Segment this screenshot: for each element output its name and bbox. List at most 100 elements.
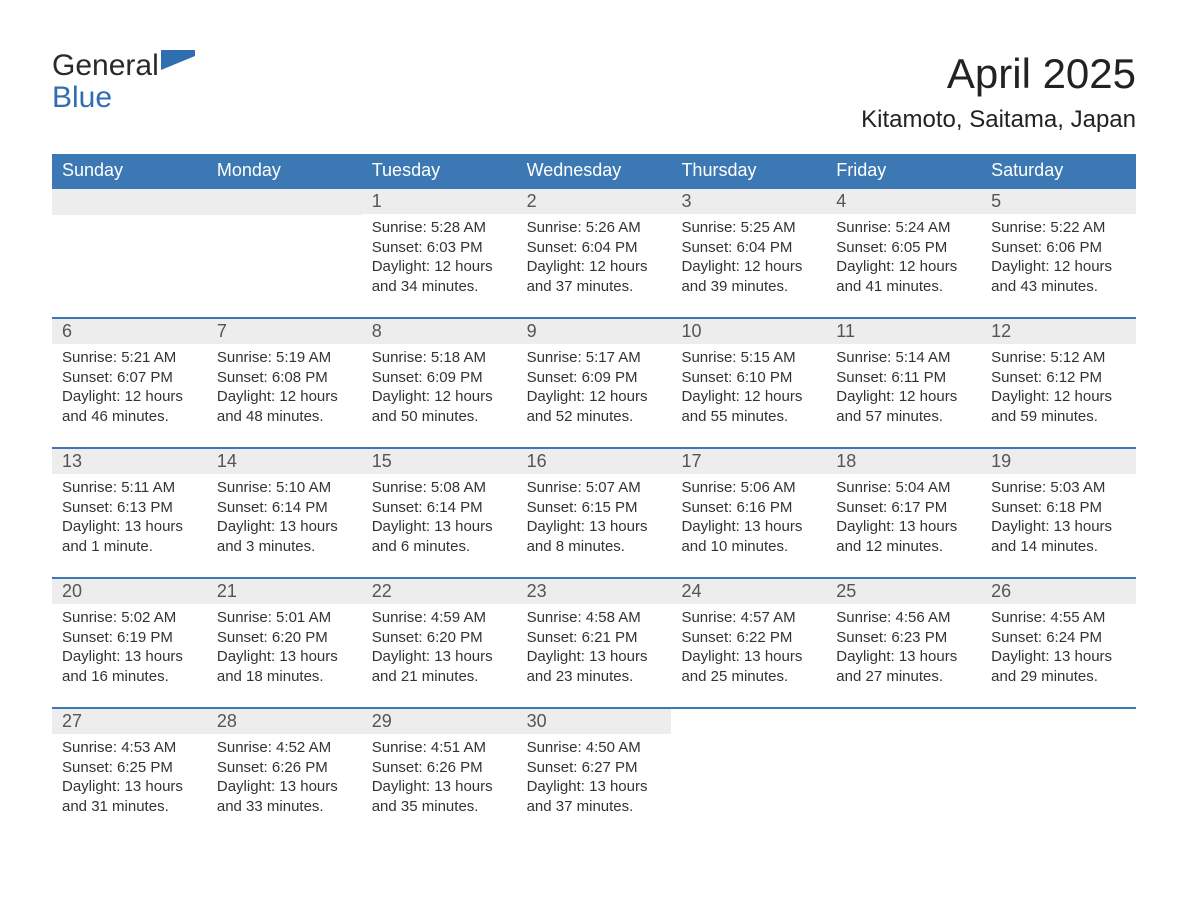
daylight-text: Daylight: 13 hours and 25 minutes. — [681, 647, 816, 686]
day-body: Sunrise: 5:08 AMSunset: 6:14 PMDaylight:… — [362, 474, 517, 556]
sunset-text: Sunset: 6:05 PM — [836, 238, 971, 258]
sunrise-text: Sunrise: 5:15 AM — [681, 348, 816, 368]
day-body: Sunrise: 5:18 AMSunset: 6:09 PMDaylight:… — [362, 344, 517, 426]
day-body: Sunrise: 5:03 AMSunset: 6:18 PMDaylight:… — [981, 474, 1136, 556]
sunset-text: Sunset: 6:14 PM — [217, 498, 352, 518]
day-cell — [52, 189, 207, 305]
day-body: Sunrise: 5:11 AMSunset: 6:13 PMDaylight:… — [52, 474, 207, 556]
sunrise-text: Sunrise: 4:55 AM — [991, 608, 1126, 628]
sunset-text: Sunset: 6:23 PM — [836, 628, 971, 648]
day-cell: 13Sunrise: 5:11 AMSunset: 6:13 PMDayligh… — [52, 449, 207, 565]
daylight-text: Daylight: 12 hours and 55 minutes. — [681, 387, 816, 426]
header: General Blue April 2025 Kitamoto, Saitam… — [52, 50, 1136, 134]
day-cell: 14Sunrise: 5:10 AMSunset: 6:14 PMDayligh… — [207, 449, 362, 565]
day-cell: 18Sunrise: 5:04 AMSunset: 6:17 PMDayligh… — [826, 449, 981, 565]
sunset-text: Sunset: 6:14 PM — [372, 498, 507, 518]
daylight-text: Daylight: 13 hours and 16 minutes. — [62, 647, 197, 686]
day-body: Sunrise: 4:50 AMSunset: 6:27 PMDaylight:… — [517, 734, 672, 816]
day-header: Wednesday — [517, 154, 672, 187]
sunset-text: Sunset: 6:13 PM — [62, 498, 197, 518]
day-body: Sunrise: 4:59 AMSunset: 6:20 PMDaylight:… — [362, 604, 517, 686]
daylight-text: Daylight: 13 hours and 33 minutes. — [217, 777, 352, 816]
day-body: Sunrise: 4:53 AMSunset: 6:25 PMDaylight:… — [52, 734, 207, 816]
day-body: Sunrise: 5:17 AMSunset: 6:09 PMDaylight:… — [517, 344, 672, 426]
sunrise-text: Sunrise: 4:59 AM — [372, 608, 507, 628]
sunrise-text: Sunrise: 5:10 AM — [217, 478, 352, 498]
day-body: Sunrise: 5:07 AMSunset: 6:15 PMDaylight:… — [517, 474, 672, 556]
day-body: Sunrise: 5:28 AMSunset: 6:03 PMDaylight:… — [362, 214, 517, 296]
day-cell: 6Sunrise: 5:21 AMSunset: 6:07 PMDaylight… — [52, 319, 207, 435]
sunset-text: Sunset: 6:25 PM — [62, 758, 197, 778]
title-location: Kitamoto, Saitama, Japan — [861, 106, 1136, 134]
day-body: Sunrise: 4:57 AMSunset: 6:22 PMDaylight:… — [671, 604, 826, 686]
day-body: Sunrise: 5:02 AMSunset: 6:19 PMDaylight:… — [52, 604, 207, 686]
sunrise-text: Sunrise: 5:11 AM — [62, 478, 197, 498]
day-cell: 20Sunrise: 5:02 AMSunset: 6:19 PMDayligh… — [52, 579, 207, 695]
sunrise-text: Sunrise: 4:52 AM — [217, 738, 352, 758]
day-cell: 10Sunrise: 5:15 AMSunset: 6:10 PMDayligh… — [671, 319, 826, 435]
daylight-text: Daylight: 12 hours and 46 minutes. — [62, 387, 197, 426]
day-header: Saturday — [981, 154, 1136, 187]
sunrise-text: Sunrise: 4:58 AM — [527, 608, 662, 628]
sunrise-text: Sunrise: 5:21 AM — [62, 348, 197, 368]
daylight-text: Daylight: 13 hours and 3 minutes. — [217, 517, 352, 556]
week-row: 1Sunrise: 5:28 AMSunset: 6:03 PMDaylight… — [52, 187, 1136, 317]
daylight-text: Daylight: 13 hours and 14 minutes. — [991, 517, 1126, 556]
day-cell: 26Sunrise: 4:55 AMSunset: 6:24 PMDayligh… — [981, 579, 1136, 695]
day-number: 30 — [517, 709, 672, 734]
sunset-text: Sunset: 6:17 PM — [836, 498, 971, 518]
daylight-text: Daylight: 12 hours and 43 minutes. — [991, 257, 1126, 296]
daylight-text: Daylight: 12 hours and 41 minutes. — [836, 257, 971, 296]
daylight-text: Daylight: 13 hours and 29 minutes. — [991, 647, 1126, 686]
brand-text: General Blue — [52, 50, 159, 113]
sunrise-text: Sunrise: 5:08 AM — [372, 478, 507, 498]
day-header: Thursday — [671, 154, 826, 187]
sunrise-text: Sunrise: 5:24 AM — [836, 218, 971, 238]
daylight-text: Daylight: 13 hours and 35 minutes. — [372, 777, 507, 816]
week-row: 6Sunrise: 5:21 AMSunset: 6:07 PMDaylight… — [52, 317, 1136, 447]
sunrise-text: Sunrise: 5:14 AM — [836, 348, 971, 368]
day-number: 20 — [52, 579, 207, 604]
day-cell: 7Sunrise: 5:19 AMSunset: 6:08 PMDaylight… — [207, 319, 362, 435]
day-cell: 21Sunrise: 5:01 AMSunset: 6:20 PMDayligh… — [207, 579, 362, 695]
daylight-text: Daylight: 12 hours and 37 minutes. — [527, 257, 662, 296]
sunset-text: Sunset: 6:04 PM — [527, 238, 662, 258]
day-body: Sunrise: 5:10 AMSunset: 6:14 PMDaylight:… — [207, 474, 362, 556]
sunrise-text: Sunrise: 5:28 AM — [372, 218, 507, 238]
day-cell: 27Sunrise: 4:53 AMSunset: 6:25 PMDayligh… — [52, 709, 207, 825]
sunrise-text: Sunrise: 5:07 AM — [527, 478, 662, 498]
day-cell: 5Sunrise: 5:22 AMSunset: 6:06 PMDaylight… — [981, 189, 1136, 305]
day-number: 3 — [671, 189, 826, 214]
day-header: Sunday — [52, 154, 207, 187]
sunrise-text: Sunrise: 5:12 AM — [991, 348, 1126, 368]
daylight-text: Daylight: 13 hours and 27 minutes. — [836, 647, 971, 686]
day-number: 6 — [52, 319, 207, 344]
day-cell: 9Sunrise: 5:17 AMSunset: 6:09 PMDaylight… — [517, 319, 672, 435]
sunrise-text: Sunrise: 4:53 AM — [62, 738, 197, 758]
sunrise-text: Sunrise: 5:03 AM — [991, 478, 1126, 498]
title-month: April 2025 — [861, 50, 1136, 98]
day-body: Sunrise: 5:24 AMSunset: 6:05 PMDaylight:… — [826, 214, 981, 296]
sunset-text: Sunset: 6:08 PM — [217, 368, 352, 388]
week-row: 20Sunrise: 5:02 AMSunset: 6:19 PMDayligh… — [52, 577, 1136, 707]
day-body: Sunrise: 5:06 AMSunset: 6:16 PMDaylight:… — [671, 474, 826, 556]
sunrise-text: Sunrise: 4:50 AM — [527, 738, 662, 758]
day-number: 11 — [826, 319, 981, 344]
week-row: 27Sunrise: 4:53 AMSunset: 6:25 PMDayligh… — [52, 707, 1136, 837]
sunset-text: Sunset: 6:27 PM — [527, 758, 662, 778]
sunset-text: Sunset: 6:26 PM — [217, 758, 352, 778]
day-number: 13 — [52, 449, 207, 474]
day-number: 19 — [981, 449, 1136, 474]
daylight-text: Daylight: 13 hours and 21 minutes. — [372, 647, 507, 686]
day-cell: 28Sunrise: 4:52 AMSunset: 6:26 PMDayligh… — [207, 709, 362, 825]
day-body: Sunrise: 5:19 AMSunset: 6:08 PMDaylight:… — [207, 344, 362, 426]
day-cell: 30Sunrise: 4:50 AMSunset: 6:27 PMDayligh… — [517, 709, 672, 825]
day-cell: 3Sunrise: 5:25 AMSunset: 6:04 PMDaylight… — [671, 189, 826, 305]
day-number: 12 — [981, 319, 1136, 344]
daylight-text: Daylight: 13 hours and 1 minute. — [62, 517, 197, 556]
day-number: 22 — [362, 579, 517, 604]
sunrise-text: Sunrise: 5:18 AM — [372, 348, 507, 368]
calendar: SundayMondayTuesdayWednesdayThursdayFrid… — [52, 154, 1136, 837]
day-number: 15 — [362, 449, 517, 474]
daylight-text: Daylight: 12 hours and 39 minutes. — [681, 257, 816, 296]
